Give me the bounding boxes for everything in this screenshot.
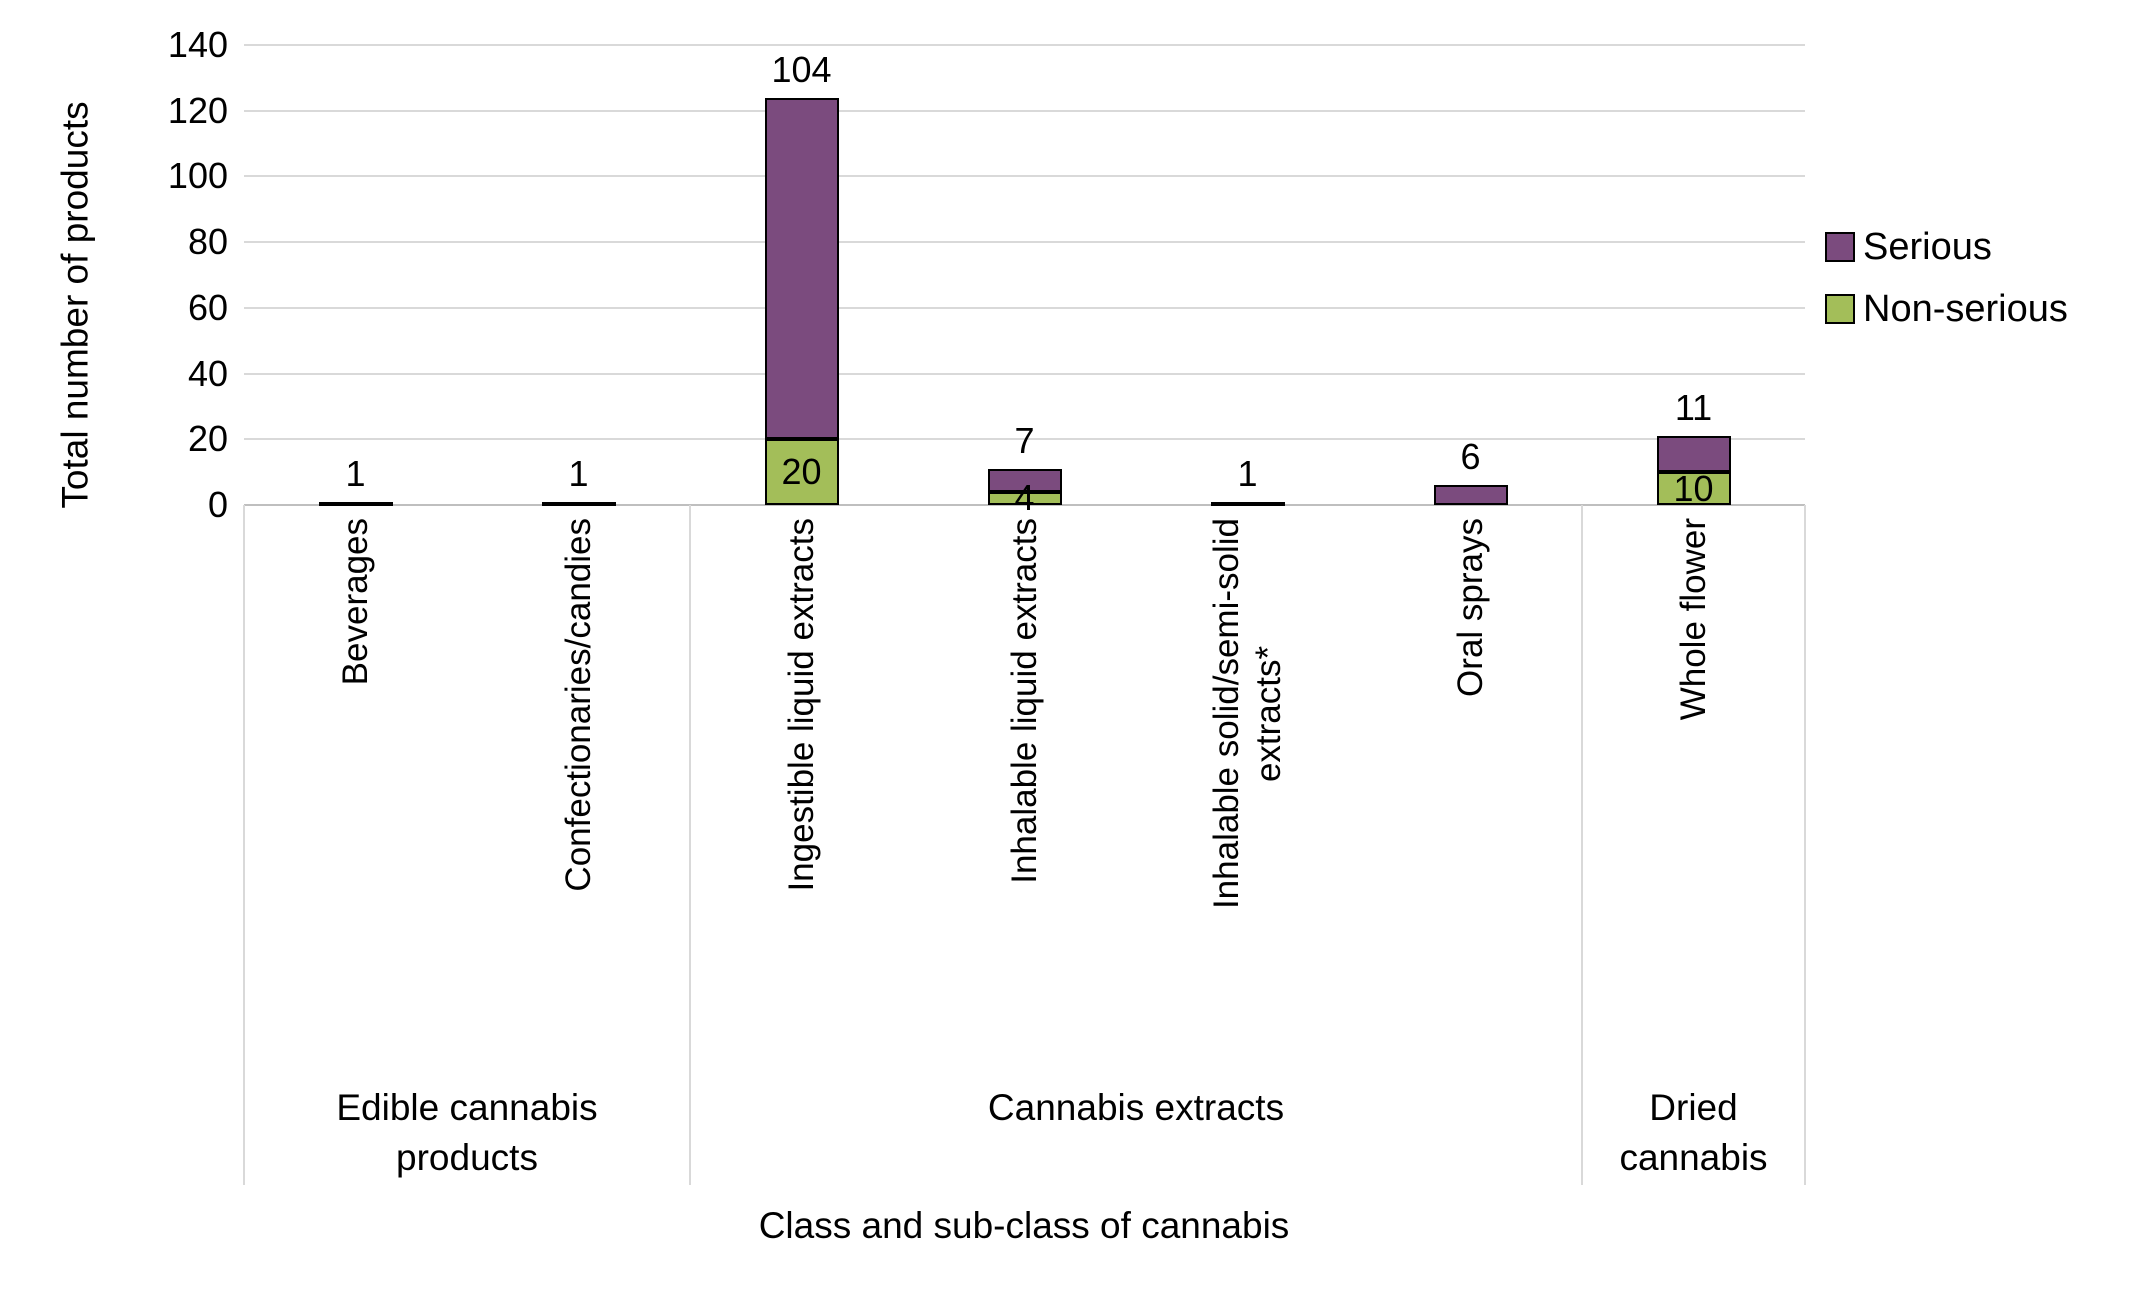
gridline — [244, 372, 1805, 375]
category-label-text: Beverages — [335, 518, 375, 686]
y-tick-label: 120 — [167, 89, 228, 131]
y-tick-label: 40 — [187, 352, 228, 394]
legend-item-serious: Serious — [1825, 228, 2068, 266]
category-label: Inhalable liquid extracts — [1004, 518, 1046, 884]
category-label: Confectionaries/candies — [558, 518, 600, 892]
category-label-text: Ingestible liquid extracts — [781, 518, 821, 892]
gridline — [244, 241, 1805, 244]
bar-segment-serious — [1210, 501, 1285, 506]
group-label: Cannabis extracts — [987, 1087, 1285, 1128]
category-label: Inhalable solid/semi-solid extracts* — [1206, 518, 1290, 909]
legend-label-serious: Serious — [1863, 226, 1992, 268]
gridline — [244, 438, 1805, 441]
bar-segment-serious — [1656, 436, 1731, 473]
legend-label-non-serious: Non-serious — [1863, 288, 2068, 330]
category-label-text: Oral sprays — [1450, 518, 1490, 697]
x-axis-title: Class and sub-class of cannabis — [758, 1205, 1290, 1246]
group-label: Dried cannabis — [1619, 1087, 1768, 1178]
bar-segment-non-serious — [1656, 472, 1731, 505]
category-separator-line — [1804, 505, 1806, 1185]
bar-segment-serious — [987, 468, 1062, 492]
y-axis-title: Total number of products — [54, 101, 96, 509]
category-separator-line — [243, 505, 245, 1185]
category-label-text: Confectionaries/candies — [558, 518, 598, 892]
y-tick-label: 100 — [167, 155, 228, 197]
bar-value-serious: 104 — [771, 48, 832, 90]
bar-value-serious: 1 — [568, 452, 589, 494]
bar-segment-serious — [541, 501, 616, 506]
category-separator-line — [1581, 505, 1583, 1185]
bar-value-serious: 7 — [1014, 419, 1035, 461]
x-axis-line — [244, 504, 1805, 506]
y-tick-label: 20 — [187, 418, 228, 460]
group-label: Edible cannabis products — [336, 1087, 598, 1178]
y-tick-label: 0 — [207, 484, 228, 525]
bar-value-serious: 1 — [1237, 452, 1258, 494]
category-label-text: Inhalable solid/semi-solid extracts* — [1206, 518, 1288, 910]
legend-item-non-serious: Non-serious — [1825, 290, 2068, 328]
category-label: Oral sprays — [1450, 518, 1492, 697]
legend-swatch-non-serious — [1825, 294, 1855, 324]
bar-segment-non-serious — [987, 491, 1062, 505]
bar-value-non-serious: 4 — [1014, 477, 1035, 519]
bar-value-serious: 1 — [345, 452, 366, 494]
category-label: Beverages — [335, 518, 377, 685]
y-tick-label: 60 — [187, 286, 228, 328]
legend-swatch-serious — [1825, 232, 1855, 262]
bar-segment-non-serious — [764, 439, 839, 505]
bar-value-non-serious: 20 — [781, 451, 822, 493]
gridline — [244, 109, 1805, 112]
y-tick-label: 140 — [167, 24, 228, 65]
bar-value-serious: 6 — [1460, 436, 1481, 478]
bar-value-non-serious: 10 — [1673, 467, 1714, 509]
category-label: Ingestible liquid extracts — [781, 518, 823, 892]
legend: Serious Non-serious — [1825, 228, 2068, 328]
gridline — [244, 44, 1805, 46]
bar-segment-serious — [318, 501, 393, 506]
gridline — [244, 306, 1805, 309]
category-label-text: Whole flower — [1673, 518, 1713, 721]
category-label: Whole flower — [1673, 518, 1715, 720]
category-separator-line — [689, 505, 691, 1185]
gridline — [244, 175, 1805, 178]
bar-value-serious: 11 — [1674, 387, 1713, 428]
bar-segment-serious — [1433, 485, 1508, 505]
bar-segment-serious — [764, 97, 839, 440]
y-tick-label: 80 — [187, 221, 228, 263]
category-label-text: Inhalable liquid extracts — [1004, 518, 1044, 884]
